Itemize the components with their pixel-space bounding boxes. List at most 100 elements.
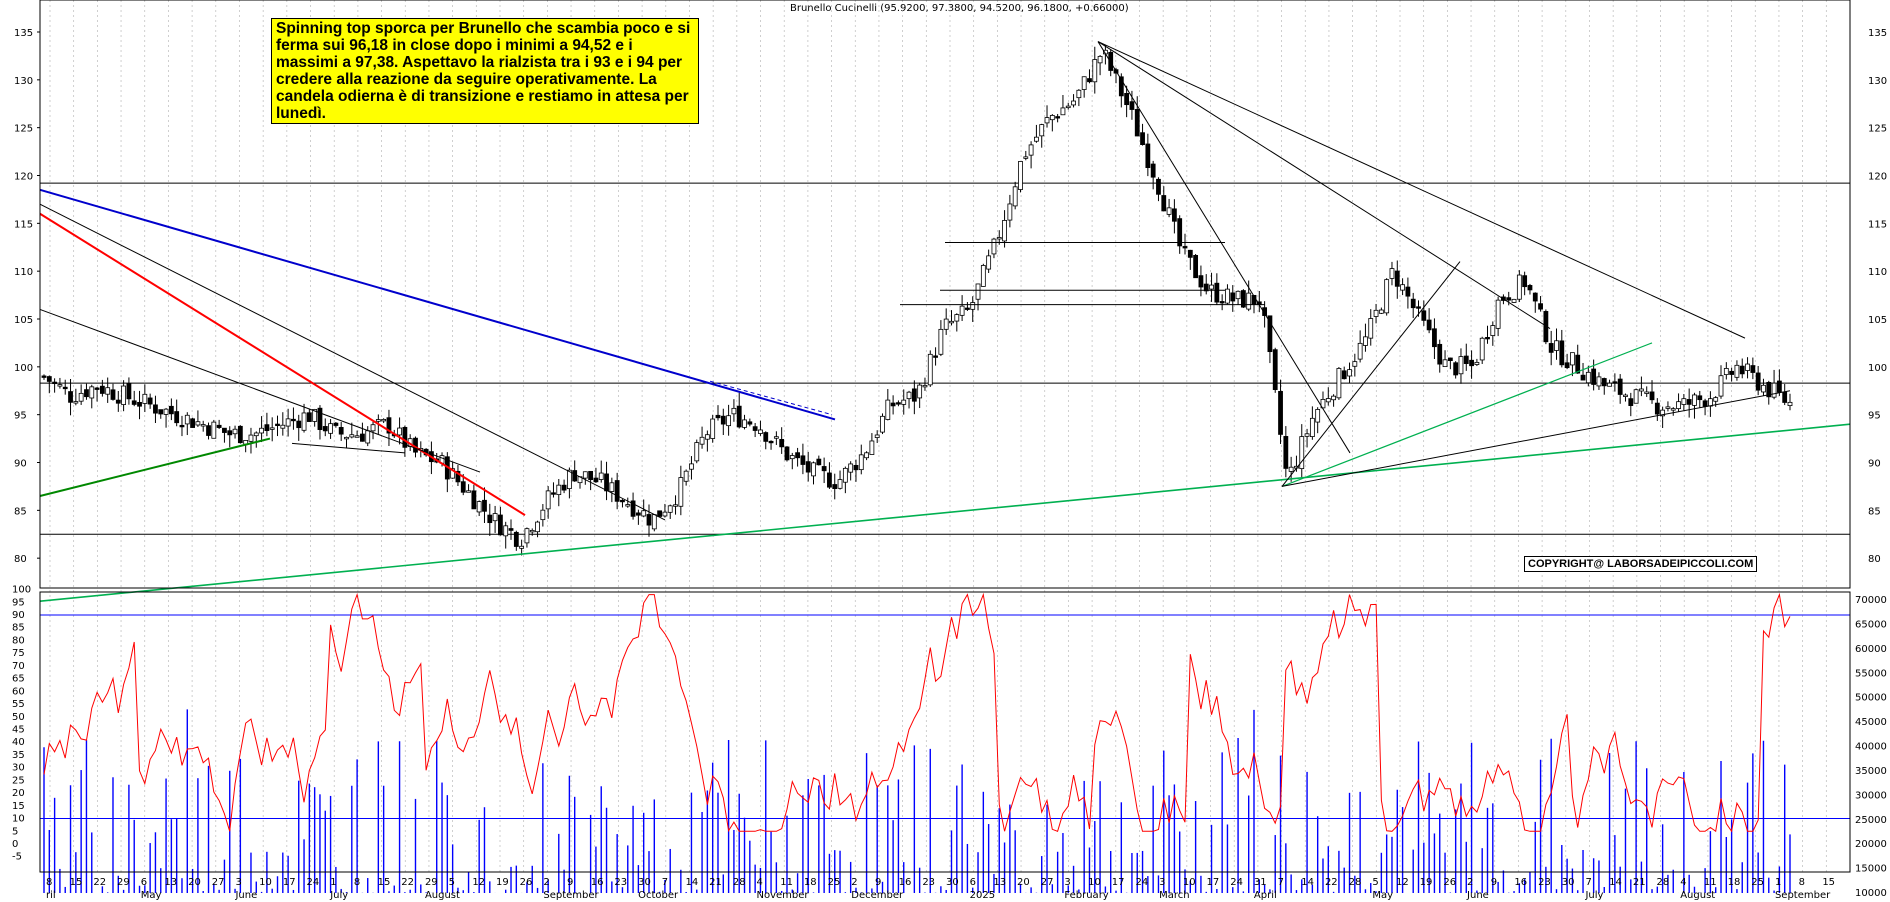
candle-body xyxy=(1171,208,1177,222)
candle-body xyxy=(556,484,562,496)
candle-body xyxy=(1394,270,1400,287)
x-tick-label: 8 xyxy=(1799,877,1805,888)
candle-body xyxy=(906,391,912,400)
candle-body xyxy=(1087,78,1092,83)
x-tick-label: 18 xyxy=(804,877,817,888)
candle-body xyxy=(1761,384,1766,393)
price-tick-left: 135 xyxy=(14,28,33,39)
candle-body xyxy=(386,417,392,434)
x-tick-label: 1 xyxy=(1775,877,1781,888)
candle-body xyxy=(630,500,636,517)
x-tick-label: 21 xyxy=(1633,877,1646,888)
x-month-label: September xyxy=(1775,890,1831,901)
candle-body xyxy=(153,404,158,414)
candle-body xyxy=(832,484,838,489)
candle-body xyxy=(222,427,227,433)
volume-tick: 10000 xyxy=(1855,888,1887,899)
analysis-note: Spinning top sporca per Brunello che sca… xyxy=(271,18,699,124)
candle-body xyxy=(513,531,519,547)
volume-bars xyxy=(43,709,1791,893)
x-tick-label: 27 xyxy=(212,877,225,888)
candle-body xyxy=(158,409,164,415)
candle-body xyxy=(1426,319,1432,331)
candle-body xyxy=(1676,401,1681,410)
candle-body xyxy=(800,455,806,465)
candle-body xyxy=(535,521,540,533)
x-tick-label: 16 xyxy=(591,877,604,888)
price-tick-right: 120 xyxy=(1868,172,1887,183)
candle-body xyxy=(1262,307,1268,316)
candle-body xyxy=(333,422,339,426)
candle-body xyxy=(62,386,68,390)
candle-body xyxy=(216,424,222,428)
candle-body xyxy=(354,435,360,438)
osc-tick: 70 xyxy=(12,661,25,672)
candle-body xyxy=(1060,107,1066,116)
segment-july xyxy=(291,442,406,454)
candle-body xyxy=(1055,116,1061,119)
candle-body xyxy=(105,387,111,395)
candle-body xyxy=(1612,381,1618,384)
x-tick-label: 19 xyxy=(1420,877,1433,888)
candle-body xyxy=(1601,378,1607,387)
candle-body xyxy=(917,384,923,399)
volume-tick: 65000 xyxy=(1855,619,1887,630)
x-tick-label: 11 xyxy=(780,877,793,888)
candle-body xyxy=(773,436,779,439)
candle-body xyxy=(1145,143,1151,168)
candle-body xyxy=(1559,340,1565,366)
candle-body xyxy=(726,415,732,427)
trendline-black-2 xyxy=(39,308,481,473)
x-tick-label: 15 xyxy=(378,877,391,888)
candle-body xyxy=(174,411,180,424)
candle-body xyxy=(864,452,869,459)
candle-body xyxy=(508,528,514,531)
volume-tick: 45000 xyxy=(1855,717,1887,728)
candle-body xyxy=(269,427,275,430)
osc-tick: 100 xyxy=(12,585,31,596)
candle-body xyxy=(184,414,190,425)
candle-body xyxy=(758,429,763,434)
trendline-blue xyxy=(39,188,836,421)
candle-body xyxy=(540,509,546,521)
x-month-label: July xyxy=(329,890,348,901)
candle-body xyxy=(1182,246,1188,249)
osc-tick: 65 xyxy=(12,674,25,685)
osc-tick: 10 xyxy=(12,814,25,825)
candle-body xyxy=(980,265,986,287)
x-month-label: June xyxy=(234,890,257,901)
x-tick-label: 8 xyxy=(354,877,360,888)
x-tick-label: 22 xyxy=(1325,877,1338,888)
x-month-label: August xyxy=(1680,890,1715,901)
osc-tick: -5 xyxy=(12,852,22,863)
candle-body xyxy=(1039,124,1045,137)
candle-body xyxy=(763,432,769,442)
candle-body xyxy=(1490,325,1496,336)
candle-body xyxy=(646,514,652,526)
candle-body xyxy=(1479,337,1485,361)
x-tick-label: 9 xyxy=(567,877,573,888)
candle-body xyxy=(99,385,105,394)
candle-body xyxy=(1368,318,1374,339)
candle-body xyxy=(57,384,63,387)
x-month-label: May xyxy=(141,890,162,901)
x-tick-label: 3 xyxy=(235,877,241,888)
x-tick-label: 5 xyxy=(1372,877,1378,888)
candle-body xyxy=(487,514,493,524)
candle-body xyxy=(1389,268,1395,279)
candle-body xyxy=(306,412,312,422)
x-tick-label: 7 xyxy=(662,877,668,888)
candle-body xyxy=(1007,203,1013,221)
candle-body xyxy=(137,401,142,407)
price-tick-left: 100 xyxy=(14,363,33,374)
volume-tick: 50000 xyxy=(1855,693,1887,704)
candle-body xyxy=(1002,220,1007,242)
candle-body xyxy=(1729,370,1735,375)
x-tick-label: 13 xyxy=(993,877,1006,888)
candle-body xyxy=(1140,132,1145,145)
price-tick-right: 130 xyxy=(1868,76,1887,87)
candle-body xyxy=(694,442,700,462)
candle-body xyxy=(349,434,355,438)
candle-body xyxy=(1320,398,1326,409)
candle-body xyxy=(779,439,785,448)
